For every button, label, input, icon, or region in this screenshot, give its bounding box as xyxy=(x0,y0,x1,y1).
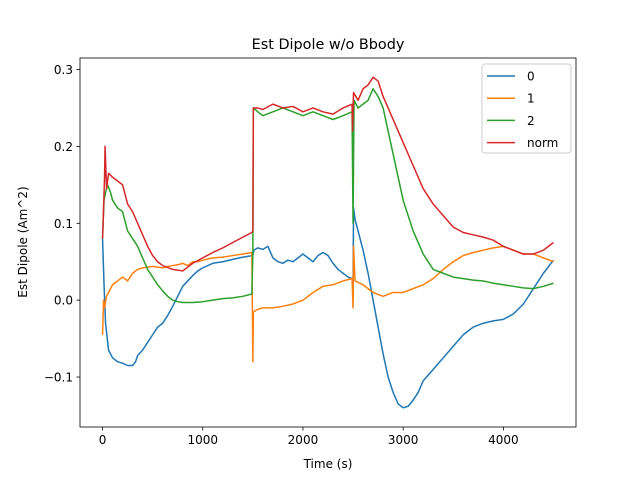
plot-frame xyxy=(79,57,577,428)
y-tick-label: 0.0 xyxy=(54,294,73,308)
legend-label: 2 xyxy=(527,114,535,128)
y-tick-label: 0.3 xyxy=(54,63,73,77)
x-axis-label: Time (s) xyxy=(303,457,353,471)
legend-label: 0 xyxy=(527,70,535,84)
y-tick-label: 0.2 xyxy=(54,140,73,154)
x-tick-label: 0 xyxy=(99,433,107,447)
x-tick-label: 3000 xyxy=(388,433,419,447)
legend-label: 1 xyxy=(527,92,535,106)
series-line-0 xyxy=(101,207,555,409)
x-tick-label: 2000 xyxy=(288,433,319,447)
series-line-3 xyxy=(101,76,554,272)
series-layer xyxy=(101,76,555,409)
x-tick-label: 4000 xyxy=(488,433,519,447)
plot-area xyxy=(79,57,577,428)
x-axis: 0 1000 2000 3000 4000 xyxy=(99,427,519,447)
chart-title: Est Dipole w/o Bbody xyxy=(252,37,405,53)
y-axis-label: Est Dipole (Am^2) xyxy=(16,186,30,297)
legend-frame xyxy=(481,63,572,154)
y-axis: −0.1 0.0 0.1 0.2 0.3 xyxy=(44,63,80,385)
series-line-2 xyxy=(101,88,554,304)
y-tick-label: −0.1 xyxy=(44,371,73,385)
legend-label: norm xyxy=(527,136,558,150)
x-tick-label: 1000 xyxy=(187,433,218,447)
y-tick-label: 0.1 xyxy=(54,217,73,231)
series-line-1 xyxy=(101,245,554,363)
legend: 0 1 2 norm xyxy=(481,63,572,154)
